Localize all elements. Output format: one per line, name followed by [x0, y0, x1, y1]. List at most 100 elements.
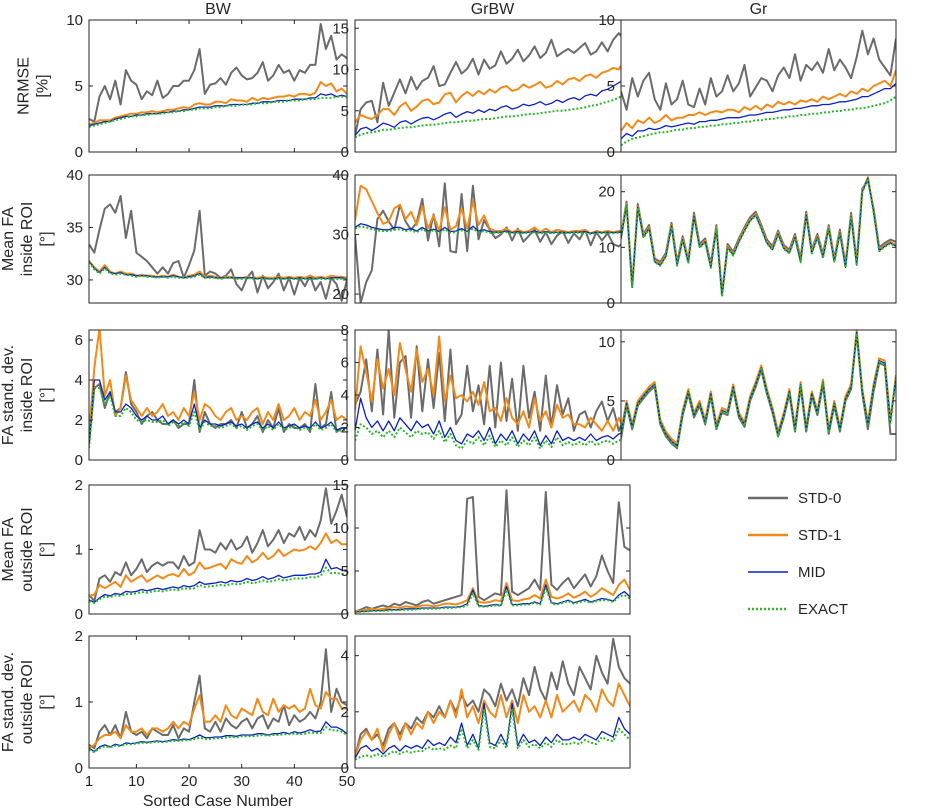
y-tick-label: 40	[332, 167, 349, 184]
y-tick-label: 0	[341, 452, 349, 469]
subplot-r1-c0: 30 35 40	[66, 167, 348, 304]
y-tick-label: 0	[75, 760, 83, 777]
row-label-line: NRMSE	[16, 57, 33, 115]
column-title: Gr	[750, 1, 768, 18]
y-tick-label: 30	[66, 272, 83, 289]
row-label-line: Mean FA	[0, 517, 17, 581]
y-tick-label: 6	[75, 332, 83, 349]
y-tick-label: 1	[75, 694, 83, 711]
series-std-0	[355, 637, 630, 758]
y-tick-label: 4	[341, 648, 349, 665]
series-group	[621, 29, 896, 147]
row-label-line: [°]	[38, 231, 55, 246]
y-tick-label: 30	[332, 227, 349, 244]
legend-label-std-0: STD-0	[798, 490, 841, 507]
subplot-r2-c0: 0 2 4 6	[75, 329, 348, 469]
y-tick-label: 20	[332, 286, 349, 303]
row-label-line: [%]	[35, 74, 52, 97]
y-tick-label: 5	[607, 393, 615, 410]
series-exact	[355, 423, 630, 450]
y-tick-label: 15	[332, 20, 349, 37]
series-std-1	[89, 330, 347, 437]
plot-area	[355, 175, 630, 303]
subplot-r0-c0: 0 5 10 BW	[66, 1, 348, 161]
legend: STD-0 STD-1 MID EXACT	[748, 490, 848, 618]
row-label-line: inside ROI	[19, 358, 36, 433]
series-std-1	[89, 532, 347, 597]
series-std-0	[89, 23, 347, 123]
series-std-1	[355, 335, 630, 432]
subplot-r0-c2: 0 5 10 Gr	[598, 1, 897, 161]
series-std-1	[355, 682, 630, 758]
series-exact	[89, 261, 347, 280]
y-tick-label: 0	[341, 144, 349, 161]
series-group	[89, 487, 347, 604]
y-tick-label: 0	[341, 760, 349, 777]
series-std-1	[355, 58, 630, 123]
subplot-r2-c2: 0 5 10	[598, 329, 897, 469]
y-tick-label: 4	[341, 387, 349, 404]
plot-area	[89, 20, 347, 152]
y-tick-label: 5	[341, 103, 349, 120]
series-std-1	[355, 184, 630, 235]
series-std-0	[89, 487, 347, 603]
y-tick-label: 10	[598, 239, 615, 256]
column-title: GrBW	[471, 1, 515, 18]
subplot-r3-c0: 0 1 2	[75, 477, 348, 623]
y-tick-label: 4	[75, 372, 83, 389]
y-tick-label: 15	[332, 477, 349, 494]
series-std-0	[621, 29, 896, 111]
row-label-line: inside ROI	[19, 202, 36, 277]
y-tick-label: 10	[66, 12, 83, 29]
series-mid	[89, 379, 347, 447]
y-tick-label: 0	[607, 295, 615, 312]
legend-label-std-1: STD-1	[798, 527, 841, 544]
series-exact	[89, 387, 347, 449]
series-group	[621, 330, 896, 450]
series-mid	[89, 721, 347, 753]
series-group	[355, 489, 630, 614]
row-label-line: [°]	[38, 542, 55, 557]
y-tick-label: 1	[75, 542, 83, 559]
axes-box	[88, 329, 348, 461]
row-label-line: FA stand. dev.	[0, 652, 17, 752]
y-tick-label: 40	[66, 167, 83, 184]
y-tick-label: 8	[341, 322, 349, 339]
y-tick-label: 0	[75, 606, 83, 623]
x-tick-label: 40	[286, 773, 303, 790]
row-label-line: [°]	[38, 387, 55, 402]
y-tick-label: 0	[607, 452, 615, 469]
subplot-r1-c2: 0 10 20	[598, 174, 897, 312]
subplot-r1-c1: 20 30 40	[332, 167, 631, 304]
plot-area	[89, 175, 347, 303]
series-group	[355, 29, 630, 139]
y-tick-label: 0	[75, 144, 83, 161]
plot-area	[621, 20, 896, 152]
series-group	[89, 648, 347, 754]
series-std-0	[355, 330, 630, 432]
plot-area	[621, 175, 896, 303]
y-tick-label: 6	[341, 355, 349, 372]
axes-box	[354, 484, 631, 615]
series-exact	[355, 587, 630, 614]
series-mid	[355, 397, 630, 447]
series-group	[621, 176, 896, 298]
row-label-line: Mean FA	[0, 207, 17, 271]
series-group	[89, 23, 347, 128]
series-exact	[621, 177, 896, 298]
y-tick-label: 20	[598, 184, 615, 201]
x-tick-label: 1	[85, 773, 93, 790]
row-label-line: [°]	[38, 694, 55, 709]
y-tick-label: 2	[75, 477, 83, 494]
subplot-r2-c1: 0 2 4 6 8	[341, 322, 631, 469]
x-axis-label: Sorted Case Number	[143, 793, 294, 810]
series-mid	[355, 223, 630, 234]
plot-area	[89, 636, 347, 768]
series-std-1	[621, 69, 896, 132]
series-group	[89, 330, 347, 449]
y-tick-label: 0	[607, 144, 615, 161]
column-title: BW	[205, 1, 232, 18]
legend-label-mid: MID	[798, 564, 826, 581]
y-tick-label: 2	[75, 628, 83, 645]
